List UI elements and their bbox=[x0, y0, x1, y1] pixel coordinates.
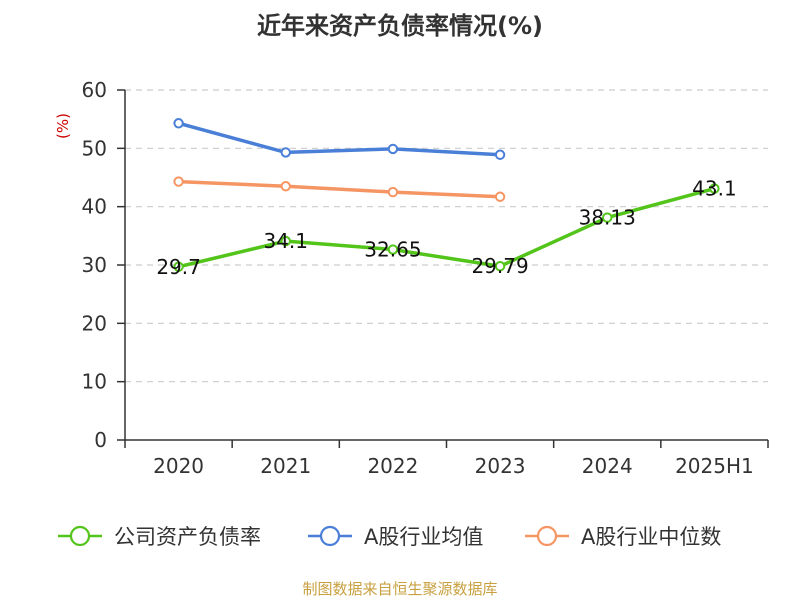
data-point bbox=[494, 191, 506, 202]
data-label: 29.7 bbox=[156, 255, 201, 279]
y-tick-label: 20 bbox=[82, 311, 107, 335]
x-tick-label: 2022 bbox=[367, 454, 418, 478]
data-point bbox=[280, 147, 291, 158]
legend-marker bbox=[69, 525, 91, 547]
y-tick-label: 10 bbox=[82, 370, 107, 394]
data-label: 32.65 bbox=[364, 238, 421, 262]
data-point bbox=[387, 244, 399, 255]
y-axis-label: (%) bbox=[54, 113, 72, 139]
data-point bbox=[173, 118, 184, 129]
x-tick-label: 2023 bbox=[475, 454, 526, 478]
series-line-0 bbox=[178, 186, 715, 269]
chart-title: 近年来资产负债率情况(%) bbox=[257, 12, 543, 40]
gridlines bbox=[125, 89, 768, 383]
x-tick-labels: 2020 2021 2022 2023 2024 2025H1 bbox=[153, 454, 754, 478]
data-point bbox=[709, 183, 720, 194]
x-tick-label: 2024 bbox=[582, 454, 633, 478]
data-label: 29.79 bbox=[471, 254, 528, 278]
legend-marker bbox=[536, 525, 558, 547]
data-point bbox=[173, 176, 184, 187]
legend-label: 公司资产负债率 bbox=[114, 525, 261, 549]
series-line-1 bbox=[178, 121, 501, 157]
legend-label: A股行业均值 bbox=[364, 525, 483, 549]
y-tick-label: 0 bbox=[94, 428, 107, 452]
data-point bbox=[387, 186, 399, 198]
axes bbox=[117, 89, 769, 448]
data-point bbox=[173, 261, 184, 272]
data-point bbox=[280, 235, 291, 247]
data-point bbox=[602, 212, 613, 223]
y-tick-label: 60 bbox=[82, 78, 107, 102]
legend-item-1[interactable]: A股行业均值 bbox=[308, 525, 483, 549]
legend-marker bbox=[319, 525, 341, 547]
data-point bbox=[494, 149, 506, 160]
series-lines bbox=[173, 118, 720, 272]
x-tick-label: 2020 bbox=[153, 454, 204, 478]
y-tick-label: 30 bbox=[82, 253, 107, 277]
data-labels: 29.7 34.1 32.65 29.79 38.13 43.1 bbox=[156, 177, 736, 279]
y-tick-label: 50 bbox=[82, 136, 107, 160]
data-label: 38.13 bbox=[579, 206, 636, 230]
legend[interactable]: 公司资产负债率 A股行业均值 A股行业中位数 bbox=[58, 525, 721, 549]
data-label: 34.1 bbox=[263, 229, 308, 253]
data-point bbox=[280, 181, 291, 192]
legend-label: A股行业中位数 bbox=[581, 525, 721, 549]
y-tick-labels: 0 10 20 30 40 50 60 bbox=[82, 78, 107, 452]
data-point bbox=[387, 143, 399, 155]
series-line-2 bbox=[178, 179, 501, 199]
y-tick-label: 40 bbox=[82, 195, 107, 219]
x-tick-label: 2021 bbox=[260, 454, 311, 478]
legend-item-2[interactable]: A股行业中位数 bbox=[525, 525, 721, 549]
x-tick-label: 2025H1 bbox=[675, 454, 754, 478]
legend-item-0[interactable]: 公司资产负债率 bbox=[58, 525, 261, 549]
data-point bbox=[494, 261, 506, 272]
data-source: 制图数据来自恒生聚源数据库 bbox=[302, 580, 497, 598]
data-label: 43.1 bbox=[692, 177, 737, 201]
